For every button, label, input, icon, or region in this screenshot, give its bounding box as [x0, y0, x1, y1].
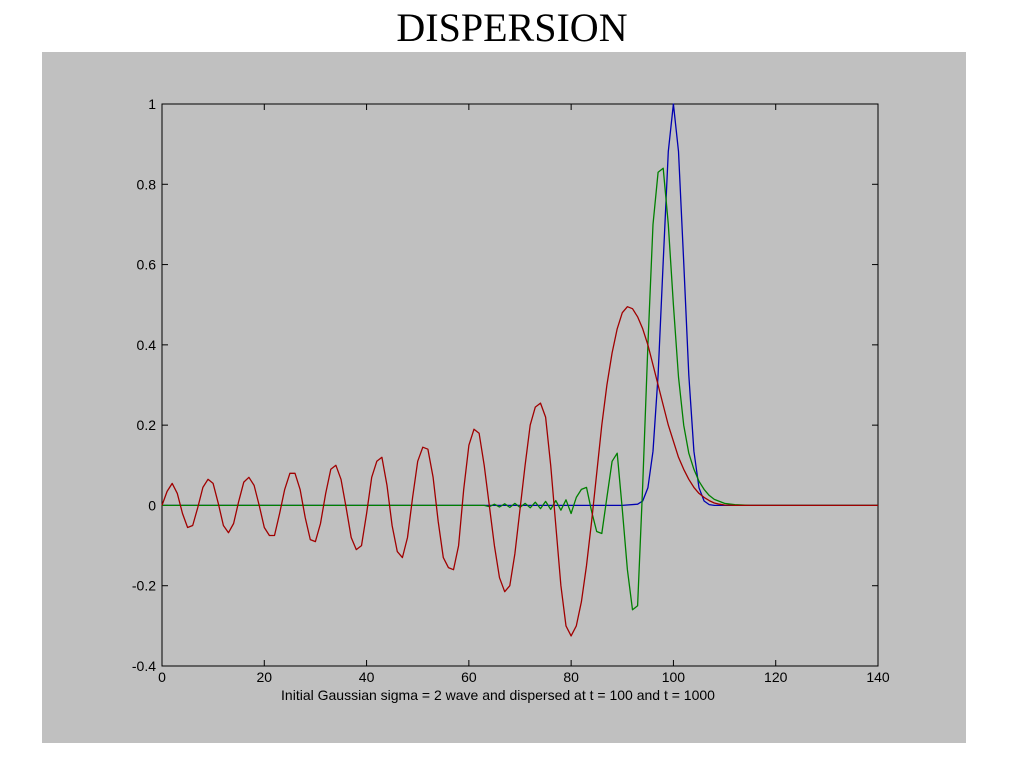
x-tick-label: 60: [461, 669, 477, 685]
y-tick-label: 0.6: [137, 257, 157, 273]
x-tick-label: 140: [866, 669, 890, 685]
x-tick-label: 80: [563, 669, 579, 685]
y-tick-label: 0.2: [137, 417, 157, 433]
y-tick-label: -0.4: [132, 658, 156, 674]
x-tick-label: 0: [158, 669, 166, 685]
x-tick-label: 20: [256, 669, 272, 685]
y-tick-label: 0: [148, 497, 156, 513]
x-tick-label: 40: [359, 669, 375, 685]
x-tick-label: 120: [764, 669, 788, 685]
series-line-3: [161, 306, 878, 637]
plot-area: [161, 103, 879, 667]
y-tick-label: 0.8: [137, 176, 157, 192]
y-tick-label: -0.2: [132, 578, 156, 594]
x-axis-label: Initial Gaussian sigma = 2 wave and disp…: [281, 687, 715, 703]
series-line-2: [162, 167, 878, 611]
y-tick-label: 0.4: [137, 337, 157, 353]
line-chart: 0 20 40 60 80 100 120 140 -0.4 -0.2 0 0.2 0.4 0.6 0.8 1…: [132, 96, 890, 703]
x-tick-label: 100: [662, 669, 686, 685]
figure-panel: 0 20 40 60 80 100 120 140 -0.4 -0.2 0 0.2 0.4 0.6 0.8 1…: [42, 52, 966, 743]
page-title: DISPERSION: [396, 5, 628, 50]
y-tick-label: 1: [148, 96, 156, 112]
